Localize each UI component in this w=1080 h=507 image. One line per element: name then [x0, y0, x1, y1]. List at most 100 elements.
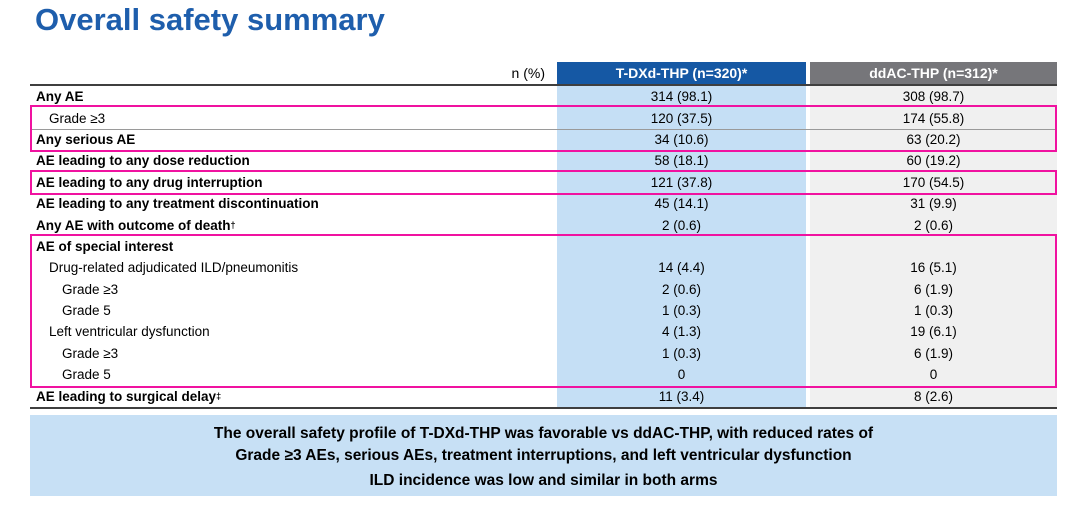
- unit-header: n (%): [511, 65, 545, 81]
- tdxd-value-cell: 4 (1.3): [557, 321, 806, 343]
- column-gap: [806, 321, 810, 343]
- row-label: Grade 5: [30, 300, 557, 321]
- table-row: Any serious AE 34 (10.6) 63 (20.2): [30, 128, 1057, 151]
- table-row: Left ventricular dysfunction 4 (1.3) 19 (6…: [30, 321, 1057, 343]
- tdxd-value-cell: 2 (0.6): [557, 214, 806, 236]
- row-label: AE leading to surgical delay ‡: [36, 388, 222, 404]
- tdxd-value-cell: 14 (4.4): [557, 257, 806, 279]
- summary-line: Grade ≥3 AEs, serious AEs, treatment int…: [235, 446, 852, 464]
- ddac-value-cell: 0: [810, 364, 1057, 386]
- column-gap: [806, 214, 810, 236]
- tdxd-value-cell: 45 (14.1): [557, 192, 806, 215]
- tdxd-value-cell: 314 (98.1): [557, 86, 806, 108]
- row-label: Any AE with outcome of death †: [36, 217, 236, 233]
- row-label-text: Left ventricular dysfunction: [49, 324, 210, 340]
- tdxd-value-cell: 120 (37.5): [557, 107, 806, 129]
- row-label-text: Any AE with outcome of death: [36, 217, 231, 233]
- table-row: Grade ≥3 1 (0.3) 6 (1.9): [30, 342, 1057, 365]
- ddac-value-cell: 63 (20.2): [810, 129, 1057, 151]
- tdxd-value-cell: 121 (37.8): [557, 171, 806, 193]
- row-label-text: Grade 5: [62, 303, 111, 319]
- row-label: Grade ≥3: [30, 343, 557, 364]
- column-gap: [806, 150, 810, 172]
- ddac-value-cell: 60 (19.2): [810, 150, 1057, 172]
- column-gap: [806, 129, 810, 151]
- row-label: AE leading to any drug interruption: [30, 172, 557, 193]
- row-label-text: Drug-related adjudicated ILD/pneumonitis: [49, 260, 299, 276]
- row-label-text: Grade ≥3: [49, 110, 106, 126]
- column-header-ddac: ddAC-THP (n=312)*: [810, 62, 1057, 84]
- row-label-text: AE leading to surgical delay: [36, 388, 217, 404]
- ddac-value-cell: 8 (2.6): [810, 385, 1057, 407]
- column-gap: [806, 62, 810, 84]
- column-gap: [806, 299, 810, 322]
- column-gap: [806, 86, 810, 108]
- table-row: AE leading to any drug interruption 121 (…: [30, 171, 1057, 193]
- row-label-text: Grade ≥3: [62, 281, 119, 297]
- table-row: Any AE with outcome of death † 2 (0.6) 2 (0…: [30, 214, 1057, 236]
- row-label: Grade 5: [30, 364, 557, 385]
- table-row: AE leading to surgical delay ‡ 11 (3.4) 8 (…: [30, 385, 1057, 407]
- column-gap: [806, 364, 810, 386]
- row-label-text: AE leading to any treatment discontinuat…: [36, 196, 319, 212]
- column-gap: [806, 107, 810, 129]
- ddac-value-cell: 1 (0.3): [810, 299, 1057, 322]
- row-label: AE leading to any treatment discontinuat…: [30, 193, 557, 214]
- row-label-text: Any serious AE: [36, 132, 136, 148]
- ddac-value-cell: 16 (5.1): [810, 257, 1057, 279]
- ddac-value-cell: 308 (98.7): [810, 86, 1057, 108]
- row-label: AE leading to any dose reduction: [30, 150, 557, 171]
- table-row: Any AE 314 (98.1) 308 (98.7): [30, 86, 1057, 108]
- summary-line: The overall safety profile of T-DXd-THP …: [213, 424, 874, 442]
- tdxd-value-cell: [557, 235, 806, 258]
- column-gap: [806, 385, 810, 407]
- row-label: Grade ≥3: [30, 279, 557, 300]
- column-gap: [806, 171, 810, 193]
- tdxd-value-cell: 0: [557, 364, 806, 386]
- tdxd-value-cell: 1 (0.3): [557, 342, 806, 365]
- tdxd-value-cell: 34 (10.6): [557, 129, 806, 151]
- column-gap: [806, 192, 810, 215]
- table-row: AE of special interest: [30, 235, 1057, 258]
- ddac-value-cell: 19 (6.1): [810, 321, 1057, 343]
- column-gap: [806, 257, 810, 279]
- page-title: Overall safety summary: [35, 2, 385, 37]
- ddac-value-cell: 6 (1.9): [810, 278, 1057, 300]
- column-gap: [806, 342, 810, 365]
- table-row: AE leading to any dose reduction 58 (18.1…: [30, 150, 1057, 172]
- ddac-value-cell: 6 (1.9): [810, 342, 1057, 365]
- summary-callout-box: The overall safety profile of T-DXd-THP …: [30, 415, 1057, 496]
- ddac-value-cell: 31 (9.9): [810, 192, 1057, 215]
- row-label-text: AE leading to any drug interruption: [36, 174, 263, 190]
- ddac-value-cell: 170 (54.5): [810, 171, 1057, 193]
- row-label-text: Any AE: [36, 89, 84, 105]
- table-header-row: n (%) T-DXd-THP (n=320)* ddAC-THP (n=312…: [30, 62, 1057, 86]
- ddac-value-cell: 174 (55.8): [810, 107, 1057, 129]
- row-label: Grade ≥3: [30, 107, 557, 128]
- summary-conclusion-line: ILD incidence was low and similar in bot…: [369, 471, 718, 489]
- ddac-value-cell: 2 (0.6): [810, 214, 1057, 236]
- row-label-text: Grade 5: [62, 367, 111, 383]
- tdxd-value-cell: 2 (0.6): [557, 278, 806, 300]
- table-row: Grade ≥3 2 (0.6) 6 (1.9): [30, 278, 1057, 300]
- row-label: Left ventricular dysfunction: [30, 321, 557, 342]
- row-label: Any AE: [30, 86, 557, 107]
- row-label: Any serious AE: [30, 130, 557, 150]
- column-gap: [806, 278, 810, 300]
- tdxd-value-cell: 1 (0.3): [557, 299, 806, 322]
- row-label: Drug-related adjudicated ILD/pneumonitis: [30, 257, 557, 278]
- table-row: Grade ≥3 120 (37.5) 174 (55.8): [30, 107, 1057, 129]
- safety-summary-table: n (%) T-DXd-THP (n=320)* ddAC-THP (n=312…: [30, 62, 1057, 409]
- column-header-tdxd: T-DXd-THP (n=320)*: [557, 62, 806, 84]
- table-row: Drug-related adjudicated ILD/pneumonitis…: [30, 257, 1057, 279]
- column-gap: [806, 235, 810, 258]
- tdxd-value-cell: 58 (18.1): [557, 150, 806, 172]
- tdxd-value-cell: 11 (3.4): [557, 385, 806, 407]
- table-row: AE leading to any treatment discontinuat…: [30, 192, 1057, 215]
- row-label-text: AE of special interest: [36, 238, 174, 254]
- table-row: Grade 5 1 (0.3) 1 (0.3): [30, 299, 1057, 322]
- row-label-text: Grade ≥3: [62, 345, 119, 361]
- row-label: AE of special interest: [30, 236, 557, 257]
